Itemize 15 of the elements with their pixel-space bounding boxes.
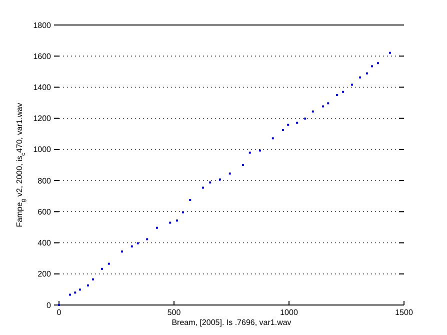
y-tick-label: 1000 — [33, 145, 52, 154]
x-tick-label: 1000 — [280, 308, 298, 317]
y-tick-label: 600 — [38, 207, 52, 216]
y-tick-label: 1200 — [33, 114, 52, 124]
y-tick-label: 800 — [38, 176, 52, 186]
y-tick-label: 200 — [38, 270, 52, 279]
y-tick-label: 0 — [46, 300, 52, 310]
y-tick-label: 1400 — [33, 83, 52, 92]
y-tick-label: 1600 — [33, 52, 52, 61]
y-tick-label: 400 — [38, 238, 52, 248]
x-tick-label: 500 — [167, 308, 182, 317]
y-tick-label: 1800 — [33, 20, 52, 30]
x-tick-label: 1500 — [395, 308, 414, 317]
x-axis-title: Bream, [2005]. Is .7696, var1.wav — [172, 318, 292, 327]
x-tick-label: 0 — [56, 308, 62, 317]
